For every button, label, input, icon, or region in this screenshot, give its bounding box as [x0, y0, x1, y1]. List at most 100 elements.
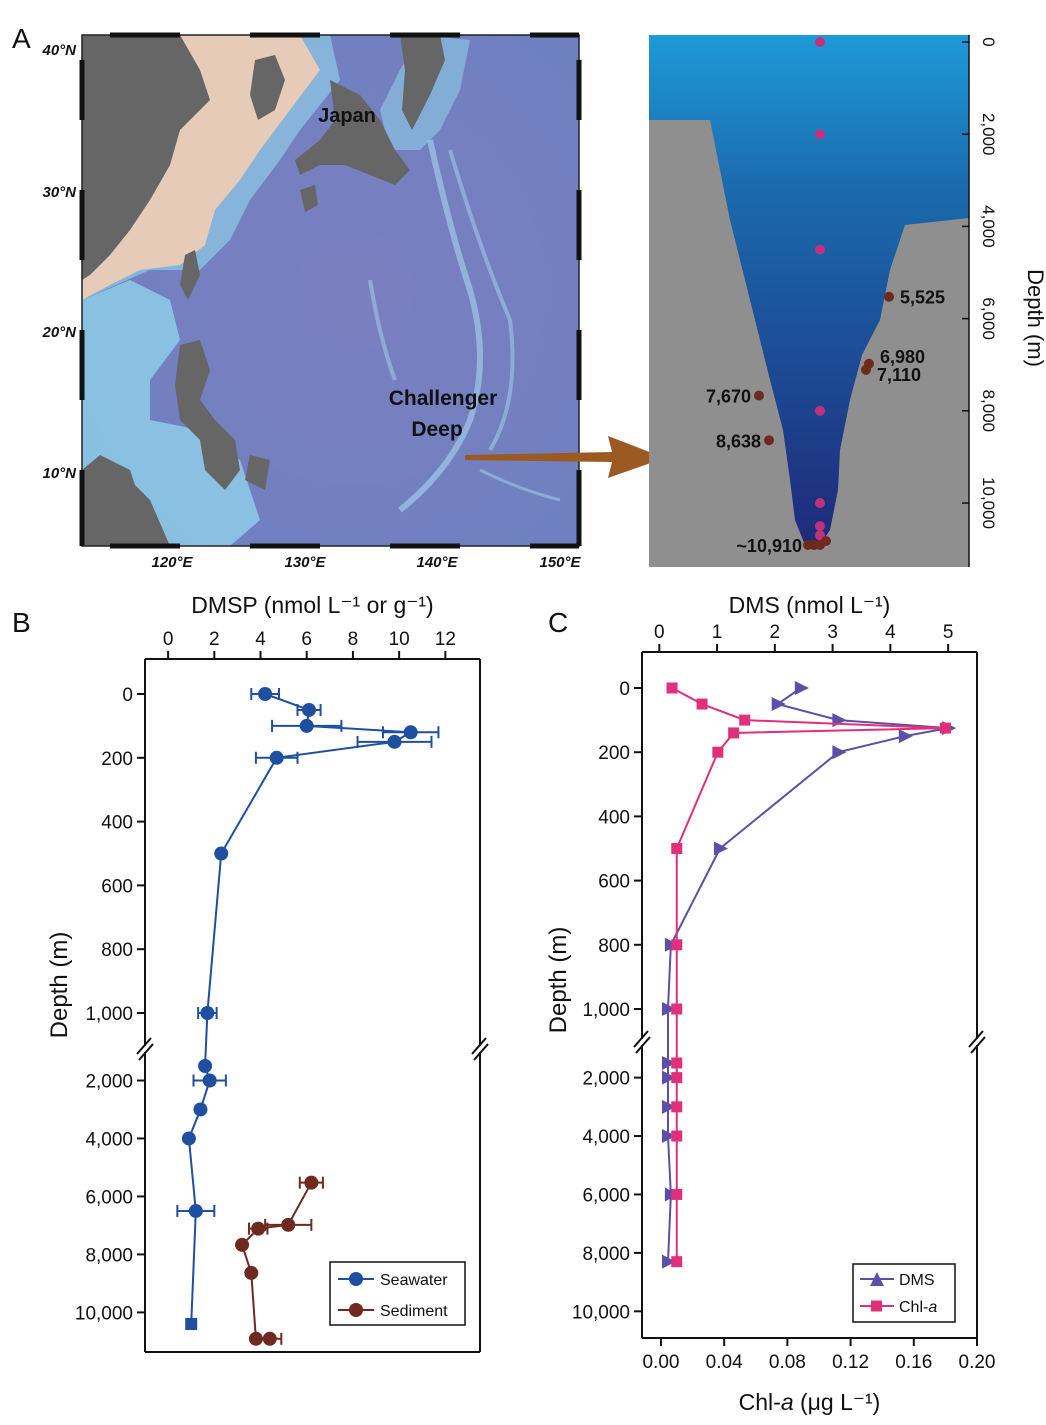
series-dms [661, 681, 957, 1269]
y-tick-label: 6,000 [582, 1185, 630, 1206]
data-point [661, 1099, 676, 1114]
data-point [771, 697, 786, 712]
y-tick-label: 400 [598, 807, 630, 828]
trench-profile: 0 2,000 4,000 6,000 8,000 10,000 Depth (m) 5,… [649, 35, 1046, 567]
y-tick-label: 4,000 [85, 1129, 133, 1150]
data-point [671, 1101, 683, 1113]
x-bottom-tick-label: 0.20 [959, 1352, 996, 1373]
axis-break-mark [635, 1036, 651, 1054]
data-point [671, 1003, 683, 1015]
place-label-deep: Deep [411, 418, 462, 441]
sediment-depth-label: 7,670 [706, 387, 751, 407]
x-top-tick-label: 1 [712, 622, 723, 643]
axis-break-mark [138, 1043, 154, 1061]
x-bottom-tick-label: 0.00 [642, 1352, 679, 1373]
data-point [198, 1059, 213, 1073]
x-tick-label: 10 [389, 629, 410, 650]
y-tick-label: 6,000 [85, 1187, 133, 1208]
data-point [251, 1221, 266, 1236]
data-point [661, 1056, 676, 1070]
data-point [214, 846, 229, 861]
series-line [240, 1182, 313, 1340]
x-top-tick-label: 3 [827, 622, 838, 643]
trench-tick-label: 0 [979, 37, 998, 46]
trench-tick-label: 8,000 [979, 390, 998, 433]
trench-depth-ticks: 0 2,000 4,000 6,000 8,000 10,000 [962, 37, 998, 529]
series-chl-a [666, 682, 951, 1268]
data-point [671, 1256, 683, 1268]
water-sample-point [815, 498, 825, 509]
sediment-sample-point [821, 536, 831, 546]
y-tick-label: 2,000 [582, 1069, 630, 1090]
x-bottom-axis-label-part: a [781, 1389, 794, 1415]
sediment-sample-point [764, 435, 774, 446]
y-tick-label: 0 [619, 679, 630, 700]
data-point [193, 1102, 208, 1117]
y-tick-label: 10,000 [75, 1303, 133, 1324]
sediment-sample-point [754, 390, 764, 401]
y-tick-label: 10,000 [572, 1302, 630, 1323]
y-tick-label: 1,000 [582, 1000, 630, 1021]
data-point [269, 750, 284, 765]
arrow-icon [465, 436, 665, 478]
axis-break-mark [136, 1037, 152, 1055]
data-point [671, 843, 683, 854]
y-tick-label: 400 [101, 813, 133, 834]
data-point [661, 1070, 676, 1085]
axis-break-mark [633, 1030, 649, 1048]
y-tick-label: 800 [598, 936, 630, 957]
map: 40°N 30°N 20°N 10°N 120°E 130°E 140°E 15… [41, 32, 582, 571]
legend-box [852, 1263, 956, 1323]
trench-tick-label: 2,000 [979, 113, 998, 156]
data-point [832, 745, 847, 760]
data-point [244, 1265, 259, 1280]
data-point [248, 1331, 263, 1346]
data-point [403, 725, 418, 740]
data-point [671, 1072, 683, 1084]
sediment-depth-label: ~10,910 [736, 536, 802, 556]
map-frame [81, 34, 580, 547]
data-point [302, 702, 317, 717]
lon-label: 140°E [416, 554, 458, 571]
trench-tick-label: 4,000 [979, 205, 998, 248]
data-point [202, 1073, 217, 1088]
sediment-depth-label: 8,638 [716, 431, 761, 451]
legend-marker [349, 1272, 363, 1286]
data-point [739, 714, 751, 726]
trench-depth-axis-label: Depth (m) [1023, 269, 1046, 367]
y-tick-label: 8,000 [85, 1245, 133, 1266]
trench-tick-label: 6,000 [979, 297, 998, 340]
legend-label: DMS [899, 1272, 935, 1289]
y-tick-label: 4,000 [582, 1127, 630, 1148]
data-point [188, 1203, 203, 1218]
legend-label: Seawater [380, 1272, 448, 1289]
trench-tick-label: 10,000 [979, 477, 998, 529]
y-tick-label: 600 [598, 872, 630, 893]
data-point [728, 727, 740, 739]
lon-label: 150°E [539, 554, 581, 571]
axis-break-mark [968, 1030, 984, 1048]
data-point [235, 1237, 250, 1252]
sediment-depth-label: 5,525 [900, 288, 945, 308]
data-point [185, 1318, 198, 1330]
data-point [387, 734, 402, 749]
x-tick-label: 6 [301, 629, 312, 650]
lat-label: 10°N [42, 465, 77, 482]
data-point [661, 1129, 676, 1144]
data-point [666, 682, 678, 694]
series-line [666, 687, 949, 1262]
axis-break-mark [471, 1037, 487, 1055]
y-axis-label: Depth (m) [46, 932, 73, 1039]
sediment-sample-point [884, 291, 894, 302]
x-top-tick-label: 4 [885, 622, 896, 643]
x-tick-label: 12 [435, 629, 456, 650]
legend-marker [349, 1303, 363, 1317]
x-top-tick-label: 0 [654, 622, 665, 643]
legend-label: Sediment [380, 1303, 448, 1320]
legend-marker [870, 1272, 884, 1286]
x-axis-label: DMSP (nmol L⁻¹ or g⁻¹) [191, 592, 433, 618]
y-tick-label: 200 [598, 743, 630, 764]
y-axis-label: Depth (m) [545, 927, 572, 1034]
